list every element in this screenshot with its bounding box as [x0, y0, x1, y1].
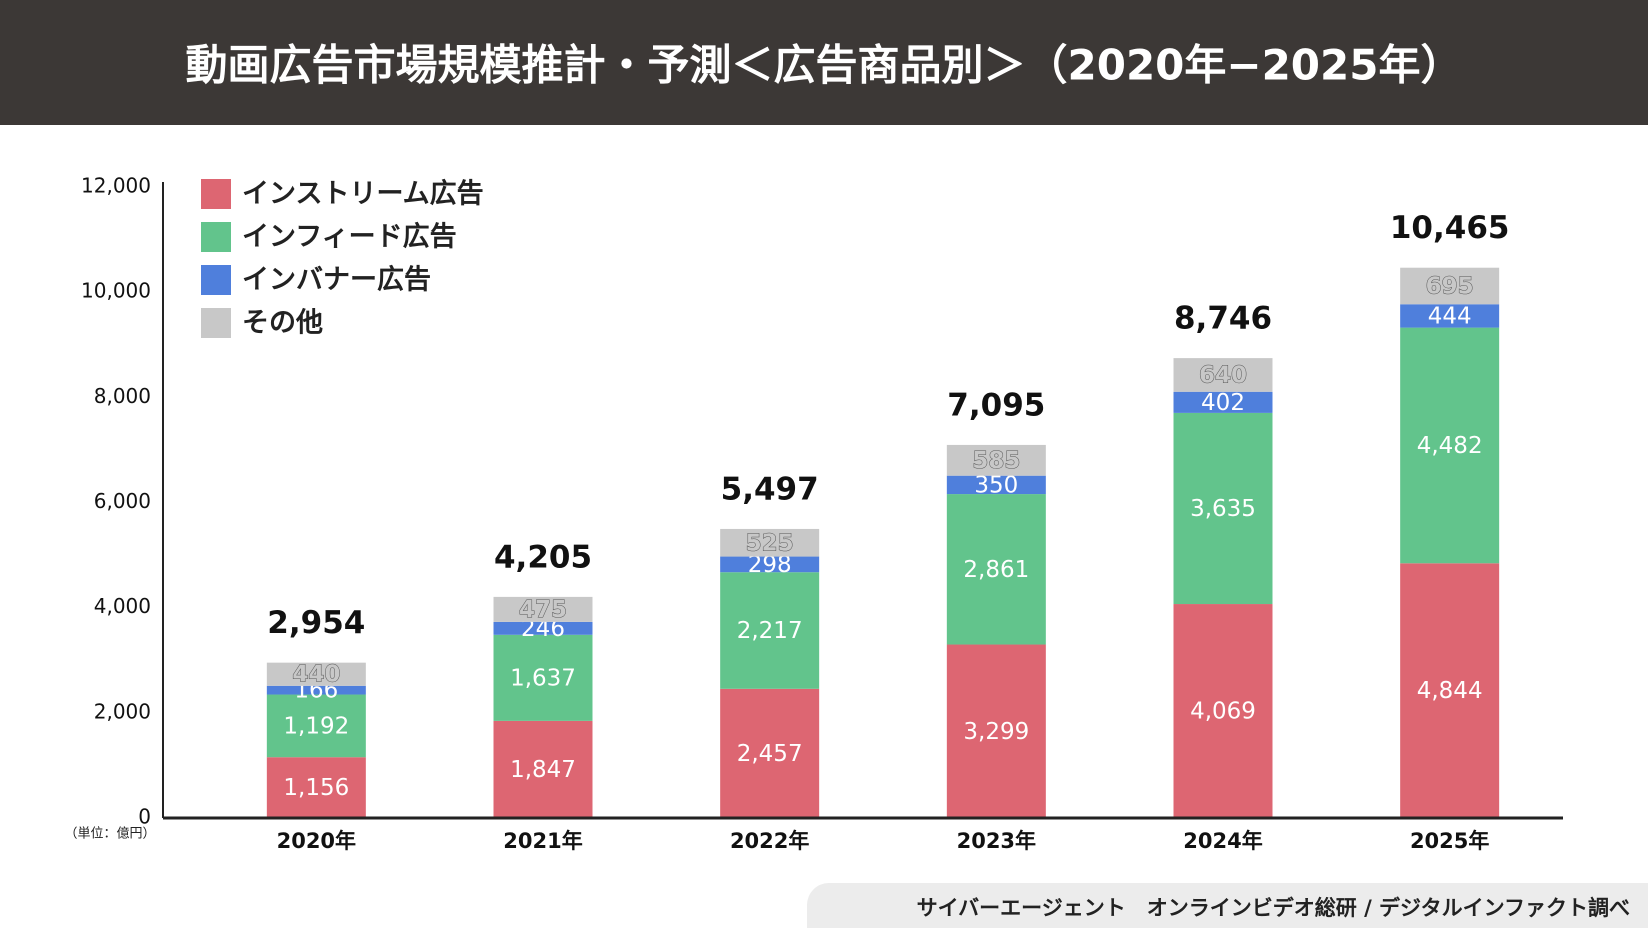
segment-label: 3,635	[1190, 496, 1256, 522]
bar-segment	[946, 644, 1046, 818]
unit-label: （単位：億円）	[64, 826, 155, 842]
total-label: 5,497	[721, 471, 819, 507]
legend-swatch	[201, 222, 231, 252]
legend-label: インフィード広告	[242, 221, 457, 253]
bar-segment	[493, 634, 593, 721]
bar-segment	[1173, 391, 1273, 413]
total-label: 2,954	[267, 605, 365, 641]
y-tick-label: 4,000	[94, 594, 151, 618]
segment-label: 4,482	[1417, 433, 1483, 459]
source: サイバーエージェント オンラインビデオ総研 / デジタルインファクト調べ	[917, 896, 1630, 920]
bar-segment	[266, 694, 366, 758]
x-tick-label: 2023年	[957, 829, 1036, 853]
x-tick-label: 2021年	[503, 829, 582, 853]
bar-segment	[1400, 563, 1500, 818]
segment-label: 440	[292, 662, 340, 688]
bar-segment	[266, 757, 366, 818]
x-tick-label: 2020年	[277, 829, 356, 853]
bar-segment	[493, 720, 593, 818]
bar-segment	[1173, 604, 1273, 818]
bar-segment	[1173, 358, 1273, 392]
bar-segment	[720, 572, 820, 689]
segment-label: 525	[746, 530, 794, 556]
bar-segment	[266, 662, 366, 686]
segment-label: 2,861	[963, 557, 1029, 583]
segment-label: 2,457	[737, 741, 803, 767]
source-tab	[807, 883, 1648, 928]
chart-title: 動画広告市場規模推計・予測＜広告商品別＞（2020年−2025年）	[186, 41, 1463, 90]
segment-label: 3,299	[963, 719, 1029, 745]
bar-segment	[946, 494, 1046, 645]
segment-label: 4,069	[1190, 699, 1256, 725]
x-tick-label: 2024年	[1183, 829, 1262, 853]
legend-swatch	[201, 179, 231, 209]
bar-segment	[1400, 327, 1500, 564]
total-label: 10,465	[1390, 210, 1510, 246]
total-label: 8,746	[1174, 301, 1272, 337]
segment-label: 350	[974, 472, 1018, 498]
bar-segment	[720, 528, 820, 557]
bar-segment	[1400, 304, 1500, 328]
bar-segment	[946, 475, 1046, 495]
header-bar	[0, 0, 1648, 125]
legend-label: その他	[242, 308, 323, 339]
bar-segment	[1173, 412, 1273, 605]
y-tick-label: 8,000	[94, 384, 151, 408]
bar-segment	[266, 685, 366, 695]
segment-label: 585	[972, 448, 1020, 474]
segment-label: 444	[1428, 303, 1472, 329]
legend-swatch	[201, 308, 231, 338]
total-label: 4,205	[494, 539, 592, 575]
segment-label: 695	[1426, 273, 1474, 299]
bar-segment	[720, 556, 820, 573]
segment-label: 402	[1201, 390, 1245, 416]
y-tick-label: 0	[138, 805, 151, 829]
bar-segment	[1400, 267, 1500, 305]
total-label: 7,095	[947, 387, 1045, 423]
bar-segment	[493, 621, 593, 635]
segment-label: 4,844	[1417, 678, 1483, 704]
segment-label: 1,192	[283, 713, 349, 739]
legend-label: インバナー広告	[242, 264, 431, 296]
y-tick-label: 10,000	[81, 279, 151, 303]
y-tick-label: 12,000	[81, 174, 151, 198]
y-tick-label: 2,000	[94, 699, 151, 723]
x-tick-label: 2022年	[730, 829, 809, 853]
bar-segment	[720, 688, 820, 818]
legend-swatch	[201, 265, 231, 295]
segment-label: 2,217	[737, 618, 803, 644]
segment-label: 1,637	[510, 665, 576, 691]
bar-segment	[946, 444, 1046, 476]
y-tick-label: 6,000	[94, 489, 151, 513]
segment-label: 640	[1199, 362, 1247, 388]
segment-label: 475	[519, 597, 567, 623]
bar-segment	[493, 596, 593, 622]
segment-label: 1,847	[510, 757, 576, 783]
x-tick-label: 2025年	[1410, 829, 1489, 853]
segment-label: 1,156	[283, 775, 349, 801]
legend-label: インストリーム広告	[242, 178, 484, 210]
